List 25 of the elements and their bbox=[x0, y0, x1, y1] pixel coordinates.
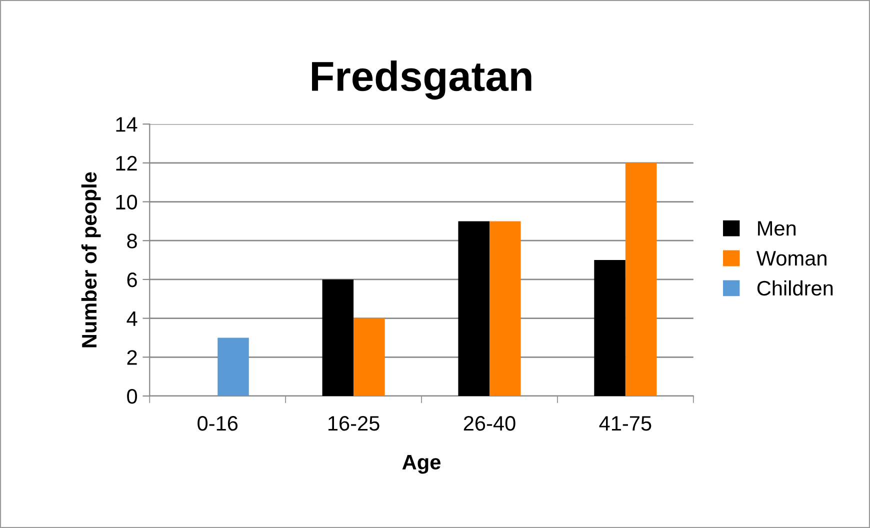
bar bbox=[218, 338, 249, 396]
chart-title: Fredsgatan bbox=[312, 60, 532, 100]
y-tick-label: 4 bbox=[126, 312, 138, 326]
bar bbox=[322, 279, 354, 396]
x-tick-label: 26-40 bbox=[464, 416, 516, 431]
bar bbox=[458, 221, 490, 396]
bar bbox=[594, 260, 626, 396]
bar bbox=[354, 318, 385, 396]
y-tick-label: 14 bbox=[116, 117, 138, 132]
legend-label: Woman bbox=[756, 251, 826, 266]
x-axis-title: Age bbox=[402, 454, 440, 474]
x-tick-label: 0-16 bbox=[198, 416, 238, 431]
y-tick-label: 6 bbox=[127, 272, 137, 288]
y-tick-label: 12 bbox=[116, 156, 137, 170]
y-tick-label: 2 bbox=[127, 350, 137, 365]
x-tick-label: 41-75 bbox=[599, 416, 652, 431]
y-tick-label: 0 bbox=[127, 389, 138, 404]
legend-label: Children bbox=[757, 280, 833, 296]
y-tick-label: 8 bbox=[127, 234, 137, 248]
y-axis-title: Number of people bbox=[81, 172, 101, 348]
legend-label: Men bbox=[758, 221, 796, 236]
y-tick-label: 10 bbox=[116, 194, 138, 210]
bar bbox=[625, 162, 657, 396]
bar bbox=[489, 221, 521, 396]
x-tick-label: 16-25 bbox=[328, 416, 380, 431]
